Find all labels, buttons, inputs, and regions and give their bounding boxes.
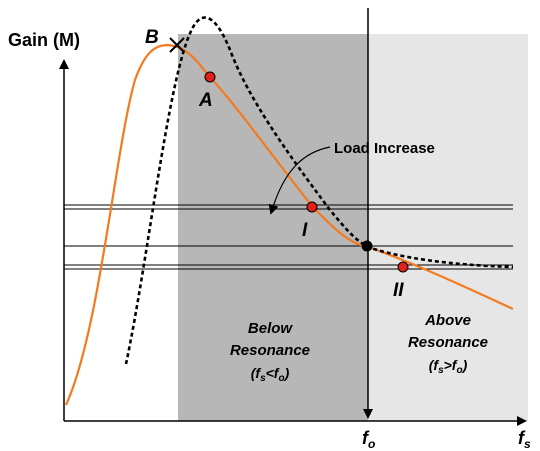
above-resonance-region <box>368 34 528 421</box>
gain-curve-light-load <box>124 16 514 365</box>
load-increase-arrow <box>268 146 331 215</box>
point-B-cross-marker <box>169 37 185 53</box>
above-resonance-condition: (fs>fo) <box>429 357 468 376</box>
load-increase-label: Load Increase <box>334 140 435 157</box>
x-axis-label: fs <box>518 428 531 451</box>
below-resonance-condition: (fs<fo) <box>251 365 290 384</box>
point-II-marker <box>397 261 409 273</box>
resonance-intersection-marker <box>361 240 373 252</box>
point-A-marker <box>204 71 216 83</box>
point-I-marker <box>306 201 318 213</box>
point-II-label: II <box>393 280 404 301</box>
below-resonance-title-line1: Below <box>248 320 294 337</box>
point-A-label: A <box>198 90 213 111</box>
below-resonance-title-line2: Resonance <box>230 342 310 359</box>
point-B-label: B <box>145 27 159 48</box>
above-resonance-title-line1: Above <box>424 312 471 329</box>
point-I-label: I <box>302 220 308 241</box>
below-resonance-region <box>178 34 368 421</box>
y-axis-label: Gain (M) <box>8 30 80 50</box>
above-resonance-title-line2: Resonance <box>408 334 488 351</box>
resonance-frequency-label: fo <box>362 428 375 451</box>
